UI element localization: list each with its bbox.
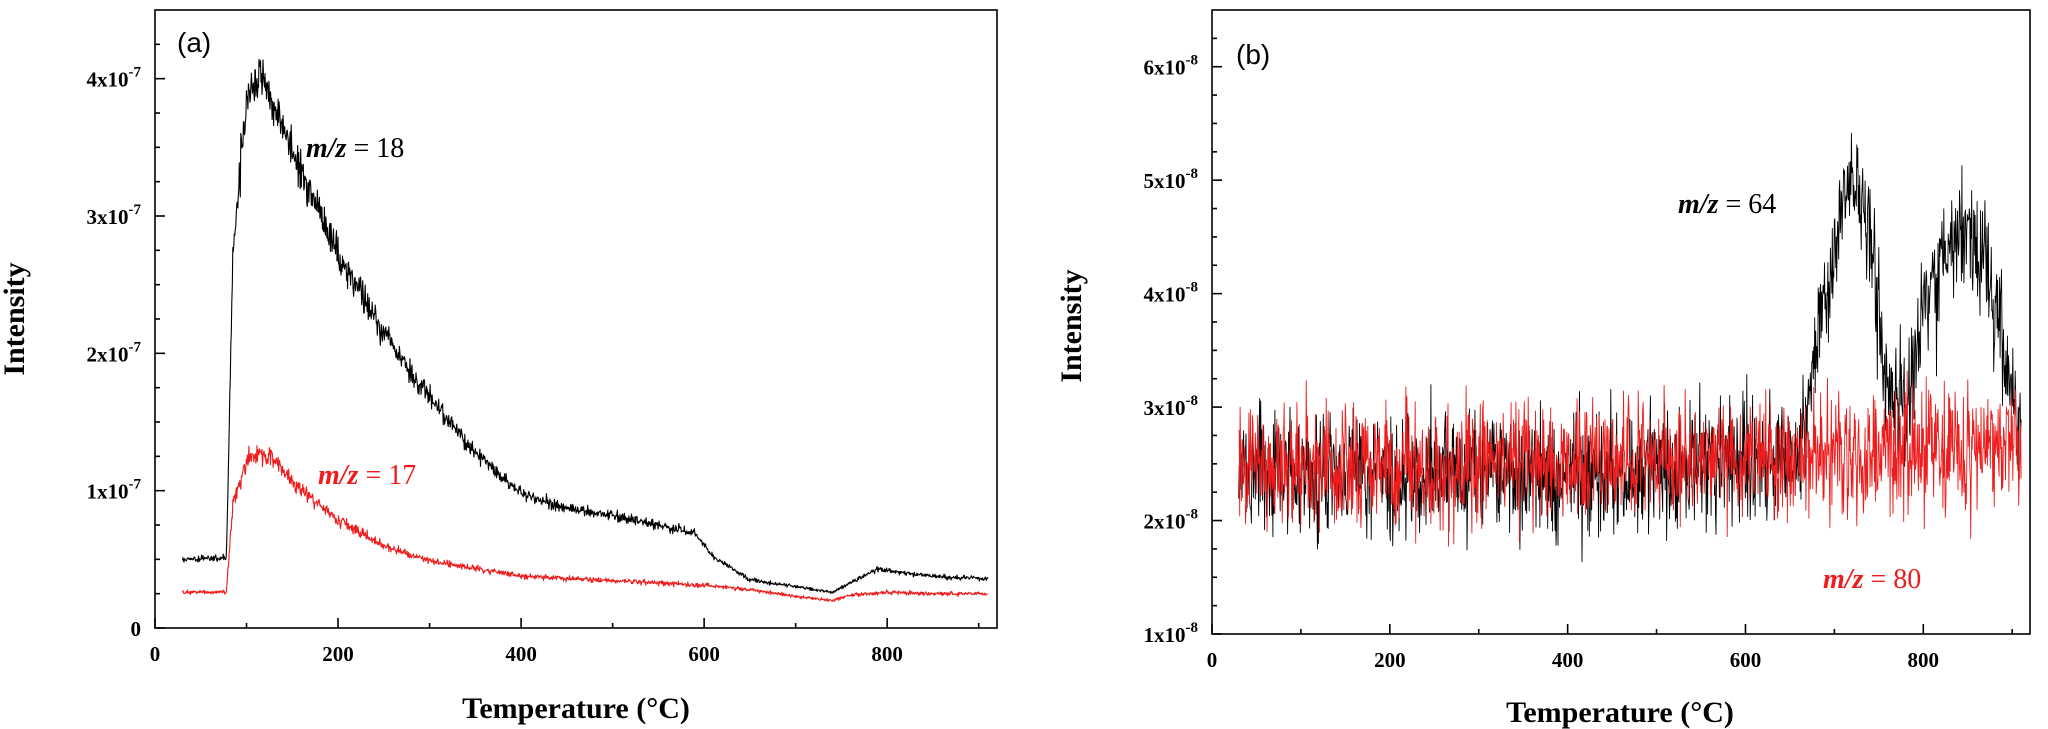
y-tick-label-b-0: 1x10-8 xyxy=(1144,620,1199,647)
x-tick-label-a-0: 0 xyxy=(150,642,161,666)
series-label-mz64-rest: = 64 xyxy=(1718,189,1776,220)
ticks-layer-a: 0 200 400 600 800 0 1x10-7 2x10-7 3x10-7 4x10-7 xyxy=(87,43,980,666)
series-layer-a xyxy=(181,58,989,603)
series-line-m-z-64 xyxy=(1238,132,2022,563)
y-tick-label-b-2: 3x10-8 xyxy=(1144,393,1199,420)
y-tick-label-a-4: 4x10-7 xyxy=(87,65,142,92)
x-tick-label-b-400: 400 xyxy=(1552,648,1584,672)
panel-label-a: (a) xyxy=(177,27,211,58)
series-label-mz17-rest: = 17 xyxy=(358,460,416,491)
series-label-mz80-italic: m/z xyxy=(1823,564,1864,595)
x-tick-label-b-0: 0 xyxy=(1207,648,1218,672)
series-label-mz18: m/z = 18 xyxy=(306,133,404,164)
series-line-m-z-80 xyxy=(1238,370,2022,547)
y-axis-title-a: Intensity xyxy=(0,262,31,375)
y-tick-label-a-2: 2x10-7 xyxy=(87,339,142,366)
y-tick-label-a-1: 1x10-7 xyxy=(87,477,142,504)
ticks-layer-b: 0 200 400 600 800 1x10-8 2x10-8 3x10-8 4x10-8 5x1… xyxy=(1144,37,2014,672)
y-tick-label-a-3: 3x10-7 xyxy=(87,202,142,229)
plot-frame-b xyxy=(1211,9,2031,635)
x-axis-title-b: Temperature (°C) xyxy=(1506,696,1734,729)
y-tick-label-b-4: 5x10-8 xyxy=(1144,166,1199,193)
y-tick-label-a-0: 0 xyxy=(131,617,142,641)
x-tick-label-a-400: 400 xyxy=(505,642,537,666)
y-tick-label-b-5: 6x10-8 xyxy=(1144,53,1199,80)
series-label-mz80-rest: = 80 xyxy=(1863,564,1921,595)
panel-label-b: (b) xyxy=(1236,39,1270,70)
y-axis-title-b: Intensity xyxy=(1055,269,1088,382)
series-label-mz18-rest: = 18 xyxy=(346,133,404,164)
plot-frame-a xyxy=(154,9,998,629)
panel-a: 0 200 400 600 800 0 1x10-7 2x10-7 3x10-7 4x10-7 (… xyxy=(0,9,998,725)
panel-b: 0 200 400 600 800 1x10-8 2x10-8 3x10-8 4x10-8 5x1… xyxy=(1055,9,2031,729)
x-tick-label-a-200: 200 xyxy=(322,642,354,666)
series-label-mz18-italic: m/z xyxy=(306,133,347,164)
x-tick-label-b-200: 200 xyxy=(1374,648,1406,672)
series-label-mz64-italic: m/z xyxy=(1678,189,1719,220)
series-label-mz64: m/z = 64 xyxy=(1678,189,1776,220)
y-tick-label-b-1: 2x10-8 xyxy=(1144,507,1199,534)
series-label-mz17: m/z = 17 xyxy=(318,460,416,491)
series-layer-b xyxy=(1238,132,2022,563)
x-tick-label-b-800: 800 xyxy=(1908,648,1940,672)
series-line-m-z-17 xyxy=(181,445,989,603)
x-tick-label-a-800: 800 xyxy=(871,642,903,666)
series-line-m-z-18 xyxy=(181,58,989,595)
series-label-mz80: m/z = 80 xyxy=(1823,564,1921,595)
x-axis-title-a: Temperature (°C) xyxy=(462,692,690,725)
x-tick-label-b-600: 600 xyxy=(1730,648,1762,672)
series-label-mz17-italic: m/z xyxy=(318,460,359,491)
x-tick-label-a-600: 600 xyxy=(688,642,720,666)
y-tick-label-b-3: 4x10-8 xyxy=(1144,280,1199,307)
